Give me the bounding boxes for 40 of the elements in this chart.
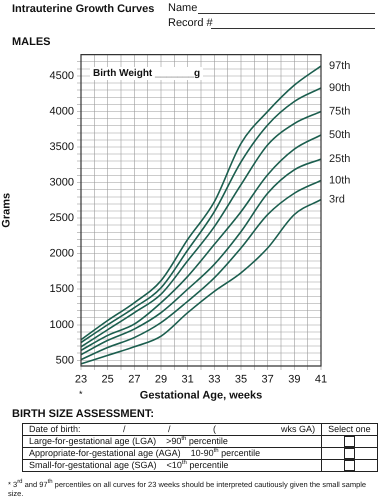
series-label: 3rd <box>329 194 345 206</box>
annotation: Birth Weight _______g <box>90 67 204 80</box>
x-axis-title: Gestational Age, weeks <box>140 389 262 402</box>
text: Appropriate-for-gestational age (AGA) 10-90$^{th}$ percentile <box>22 448 322 460</box>
x-tick-label: 39 <box>288 374 300 386</box>
series-label: 90th <box>329 82 350 94</box>
x-tick-label: 33 <box>208 374 220 386</box>
series-label: 50th <box>329 128 350 141</box>
x-tick-label: 31 <box>182 374 194 386</box>
series-label: 97th <box>329 60 350 72</box>
x-tick-label: 27 <box>128 374 140 386</box>
text: Record # <box>168 17 213 29</box>
x-tick-label: 41 <box>314 374 328 386</box>
text: Select one <box>322 424 378 436</box>
y-tick-label: 1500 <box>50 283 74 296</box>
y-tick-label: 4500 <box>50 70 74 82</box>
text: * <box>79 389 83 399</box>
y-tick-label: 2500 <box>50 212 74 224</box>
x-tick-label: 25 <box>102 374 114 386</box>
y-tick-label: 1000 <box>50 318 74 331</box>
series-label: 10th <box>329 174 350 186</box>
chart-subtitle: MALES <box>12 36 50 48</box>
y-axis-title: Grams <box>0 192 13 228</box>
y-tick-label: 2000 <box>50 248 74 260</box>
x-tick-label: 29 <box>154 374 168 386</box>
series-label: 75th <box>329 106 350 118</box>
x-tick-label: 35 <box>234 374 248 386</box>
x-tick-label: 37 <box>262 374 274 386</box>
y-tick-label: 3000 <box>50 176 74 189</box>
text: Small-for-gestational age (SGA) <10$^{th}$ percentile <box>22 460 322 472</box>
x-tick-label: 23 <box>74 374 88 386</box>
text: Date of birth: / / ( wks GA) <box>22 424 322 436</box>
text: BIRTH SIZE ASSESSMENT: <box>12 408 154 420</box>
y-tick-label: 500 <box>56 354 74 366</box>
text: Name <box>168 2 198 14</box>
series-label: 25th <box>329 153 350 166</box>
chart-title: Intrauterine Growth Curves <box>12 3 154 15</box>
y-tick-label: 4000 <box>50 106 74 118</box>
text: Large-for-gestational age (LGA) >90$^{th}$ percentile <box>22 436 322 448</box>
y-tick-label: 3500 <box>50 141 74 154</box>
